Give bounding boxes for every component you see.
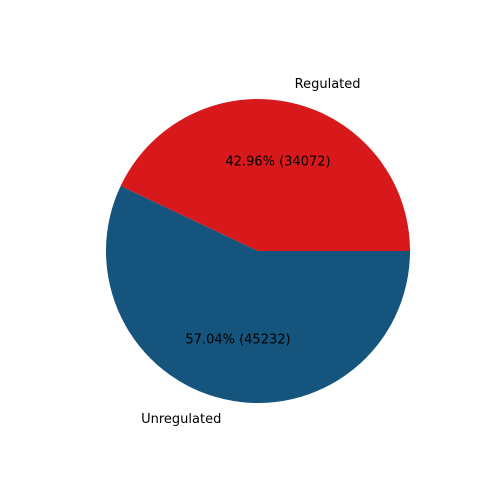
- slice-label-unregulated: Unregulated: [141, 412, 221, 427]
- slice-label-regulated: Regulated: [295, 77, 361, 92]
- slice-percent-label-regulated: 42.96% (34072): [225, 155, 330, 170]
- pie-slices: [105, 98, 411, 403]
- slice-percent-label-unregulated: 57.04% (45232): [185, 332, 290, 347]
- pie-slice-unregulated: [105, 185, 410, 403]
- pie-slice-regulated: [120, 98, 411, 251]
- pie-labels: Regulated 42.96% (34072) Unregulated 57.04%…: [141, 77, 360, 427]
